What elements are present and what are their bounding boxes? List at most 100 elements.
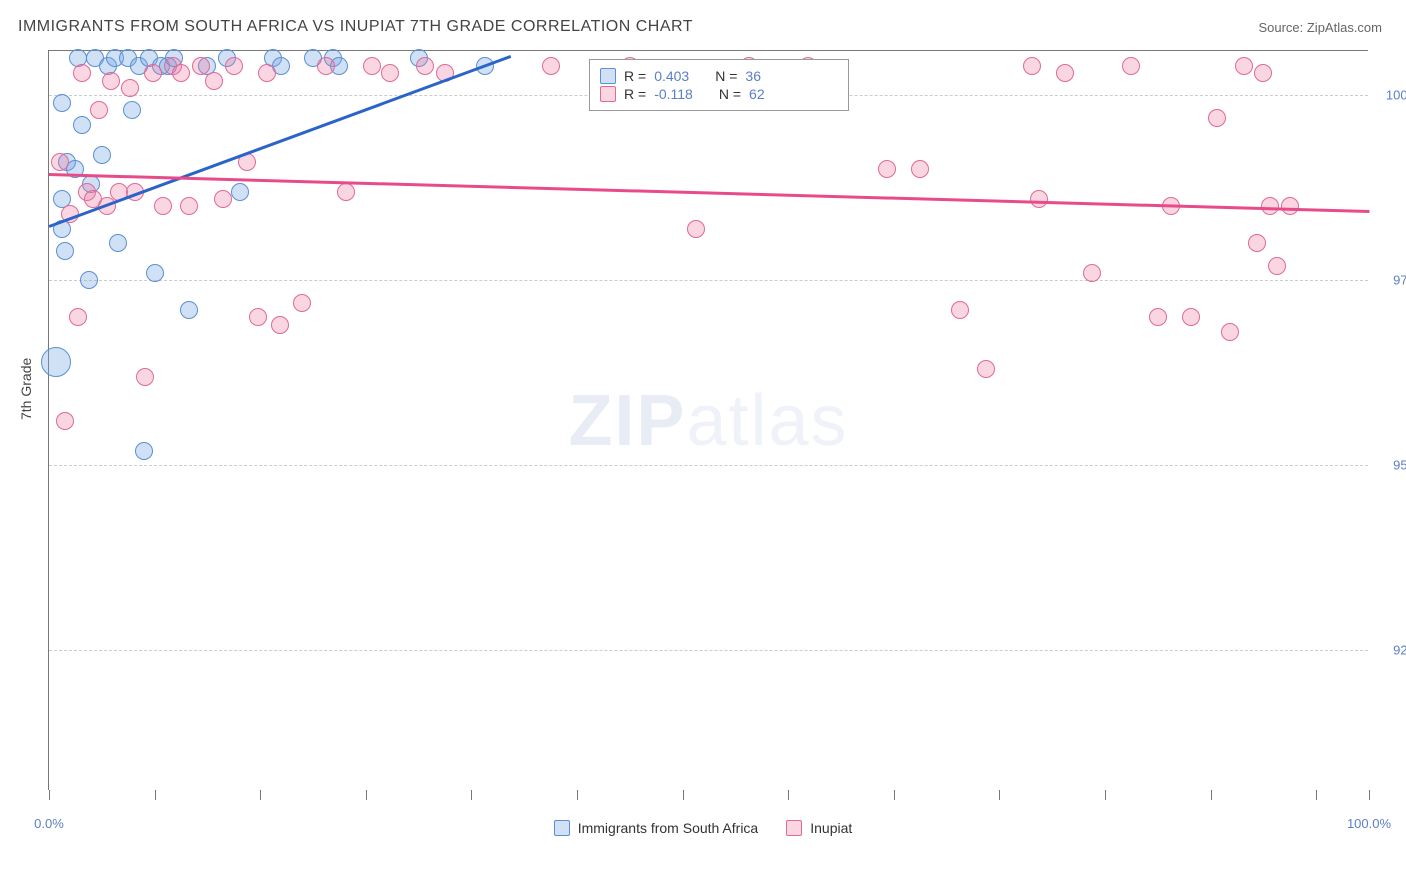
source-prefix: Source: [1258, 20, 1306, 35]
scatter-point [90, 101, 108, 119]
legend-n-label: N = [719, 86, 741, 102]
scatter-point [951, 301, 969, 319]
x-tick [1369, 790, 1370, 800]
legend-swatch [600, 68, 616, 84]
legend-swatch [554, 820, 570, 836]
scatter-point [1149, 308, 1167, 326]
gridline [49, 650, 1368, 651]
scatter-point [56, 412, 74, 430]
scatter-point [205, 72, 223, 90]
x-tick [788, 790, 789, 800]
y-tick-label: 95.0% [1393, 458, 1406, 473]
scatter-point [53, 94, 71, 112]
legend-series-name: Inupiat [810, 820, 852, 836]
scatter-point [123, 101, 141, 119]
x-tick [1211, 790, 1212, 800]
scatter-point [317, 57, 335, 75]
legend-row: R = 0.403N = 36 [600, 68, 838, 84]
watermark-bold: ZIP [568, 381, 686, 461]
legend-row: R = -0.118 N = 62 [600, 86, 838, 102]
legend-series-name: Immigrants from South Africa [578, 820, 759, 836]
scatter-point [136, 368, 154, 386]
scatter-point [1122, 57, 1140, 75]
legend-swatch [600, 86, 616, 102]
x-tick [999, 790, 1000, 800]
scatter-point [121, 79, 139, 97]
scatter-point [363, 57, 381, 75]
series-legend: Immigrants from South Africa Inupiat [0, 820, 1406, 836]
scatter-point [258, 64, 276, 82]
correlation-legend: R = 0.403N = 36R = -0.118N = 62 [589, 59, 849, 111]
watermark: ZIPatlas [568, 380, 848, 462]
scatter-point [41, 347, 71, 377]
scatter-point [109, 234, 127, 252]
x-tick [683, 790, 684, 800]
scatter-point [911, 160, 929, 178]
scatter-point [102, 72, 120, 90]
gridline [49, 280, 1368, 281]
x-tick [49, 790, 50, 800]
scatter-point [977, 360, 995, 378]
scatter-point [687, 220, 705, 238]
x-tick [471, 790, 472, 800]
legend-r-value: -0.118 [654, 86, 693, 102]
scatter-point [542, 57, 560, 75]
scatter-point [69, 308, 87, 326]
scatter-point [214, 190, 232, 208]
scatter-point [93, 146, 111, 164]
scatter-point [154, 197, 172, 215]
legend-r-label: R = [624, 86, 646, 102]
scatter-point [381, 64, 399, 82]
chart-title: IMMIGRANTS FROM SOUTH AFRICA VS INUPIAT … [18, 18, 693, 36]
scatter-point [1254, 64, 1272, 82]
scatter-point [1030, 190, 1048, 208]
watermark-light: atlas [686, 381, 848, 461]
scatter-point [1023, 57, 1041, 75]
x-tick [260, 790, 261, 800]
legend-r-label: R = [624, 68, 646, 84]
y-axis-label: 7th Grade [18, 358, 34, 420]
scatter-point [56, 242, 74, 260]
source-link[interactable]: ZipAtlas.com [1307, 20, 1382, 35]
scatter-point [1056, 64, 1074, 82]
plot-canvas: ZIPatlas R = 0.403N = 36R = -0.118N = 62… [49, 51, 1368, 790]
legend-item: Inupiat [786, 820, 852, 836]
scatter-point [1248, 234, 1266, 252]
source-label: Source: ZipAtlas.com [1258, 20, 1382, 35]
scatter-point [231, 183, 249, 201]
scatter-point [51, 153, 69, 171]
plot-area: ZIPatlas R = 0.403N = 36R = -0.118N = 62… [48, 50, 1368, 790]
x-tick [1105, 790, 1106, 800]
x-tick [577, 790, 578, 800]
legend-n-label: N = [715, 68, 737, 84]
scatter-point [1221, 323, 1239, 341]
legend-item: Immigrants from South Africa [554, 820, 759, 836]
scatter-point [180, 301, 198, 319]
scatter-point [1208, 109, 1226, 127]
scatter-point [180, 197, 198, 215]
scatter-point [337, 183, 355, 201]
legend-n-value: 62 [749, 86, 765, 102]
scatter-point [1182, 308, 1200, 326]
legend-r-value: 0.403 [654, 68, 689, 84]
x-tick [1316, 790, 1317, 800]
scatter-point [1281, 197, 1299, 215]
y-tick-label: 92.5% [1393, 643, 1406, 658]
scatter-point [73, 64, 91, 82]
scatter-point [135, 442, 153, 460]
scatter-point [416, 57, 434, 75]
x-tick [366, 790, 367, 800]
legend-swatch [786, 820, 802, 836]
x-tick [155, 790, 156, 800]
scatter-point [1268, 257, 1286, 275]
y-tick-label: 100.0% [1386, 88, 1406, 103]
scatter-point [80, 271, 98, 289]
scatter-point [878, 160, 896, 178]
y-tick-label: 97.5% [1393, 273, 1406, 288]
gridline [49, 465, 1368, 466]
scatter-point [271, 316, 289, 334]
scatter-point [293, 294, 311, 312]
scatter-point [73, 116, 91, 134]
scatter-point [192, 57, 210, 75]
scatter-point [1083, 264, 1101, 282]
